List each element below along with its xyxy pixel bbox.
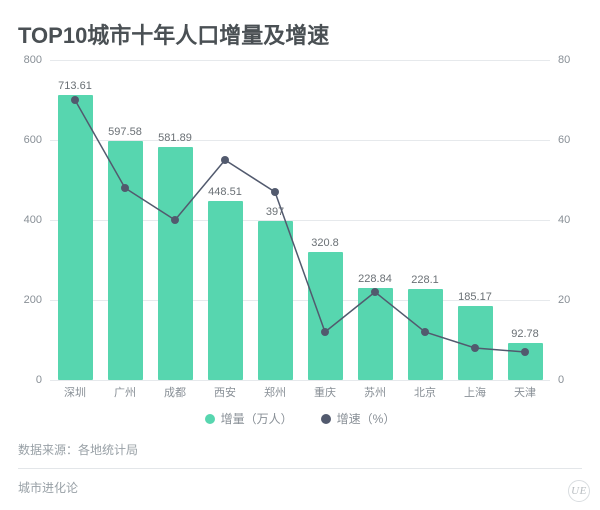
y-left-tick: 800	[0, 54, 42, 66]
line-marker	[371, 288, 379, 296]
y-left-tick: 200	[0, 294, 42, 306]
line-marker	[171, 216, 179, 224]
y-axis-left: 0200400600800	[0, 60, 50, 380]
trend-line	[75, 100, 525, 352]
line-marker	[271, 188, 279, 196]
y-right-tick: 60	[558, 134, 600, 146]
line-layer	[50, 60, 550, 380]
line-marker	[71, 96, 79, 104]
chart-area: 0200400600800 020406080 713.61597.58581.…	[50, 60, 550, 380]
y-right-tick: 20	[558, 294, 600, 306]
y-left-tick: 600	[0, 134, 42, 146]
x-tick-label: 广州	[100, 384, 150, 400]
line-marker	[221, 156, 229, 164]
divider	[18, 468, 582, 469]
y-right-tick: 40	[558, 214, 600, 226]
legend: 增量（万人） 增速（%）	[0, 410, 600, 427]
chart-card: TOP10城市十年人口增量及增速 0200400600800 020406080…	[0, 0, 600, 510]
x-tick-label: 成都	[150, 384, 200, 400]
line-marker	[421, 328, 429, 336]
footer: 数据来源：各地统计局 城市进化论	[0, 441, 600, 496]
data-source: 数据来源：各地统计局	[18, 441, 582, 458]
chart-title: TOP10城市十年人口增量及增速	[0, 0, 600, 60]
line-marker	[321, 328, 329, 336]
legend-label: 增速（%）	[337, 410, 396, 427]
legend-item-bar: 增量（万人）	[205, 410, 293, 427]
x-tick-label: 苏州	[350, 384, 400, 400]
y-right-tick: 80	[558, 54, 600, 66]
x-tick-label: 深圳	[50, 384, 100, 400]
y-left-tick: 0	[0, 374, 42, 386]
watermark-icon: UE	[568, 480, 590, 502]
line-marker	[121, 184, 129, 192]
line-marker	[471, 344, 479, 352]
legend-swatch-icon	[321, 414, 331, 424]
x-axis-labels: 深圳广州成都西安郑州重庆苏州北京上海天津	[50, 384, 550, 400]
credit: 城市进化论	[18, 479, 582, 496]
x-tick-label: 天津	[500, 384, 550, 400]
y-left-tick: 400	[0, 214, 42, 226]
legend-label: 增量（万人）	[221, 410, 293, 427]
y-right-tick: 0	[558, 374, 600, 386]
legend-swatch-icon	[205, 414, 215, 424]
legend-item-line: 增速（%）	[321, 410, 396, 427]
y-axis-right: 020406080	[550, 60, 600, 380]
x-tick-label: 上海	[450, 384, 500, 400]
x-tick-label: 北京	[400, 384, 450, 400]
line-marker	[521, 348, 529, 356]
x-tick-label: 重庆	[300, 384, 350, 400]
x-tick-label: 西安	[200, 384, 250, 400]
x-tick-label: 郑州	[250, 384, 300, 400]
